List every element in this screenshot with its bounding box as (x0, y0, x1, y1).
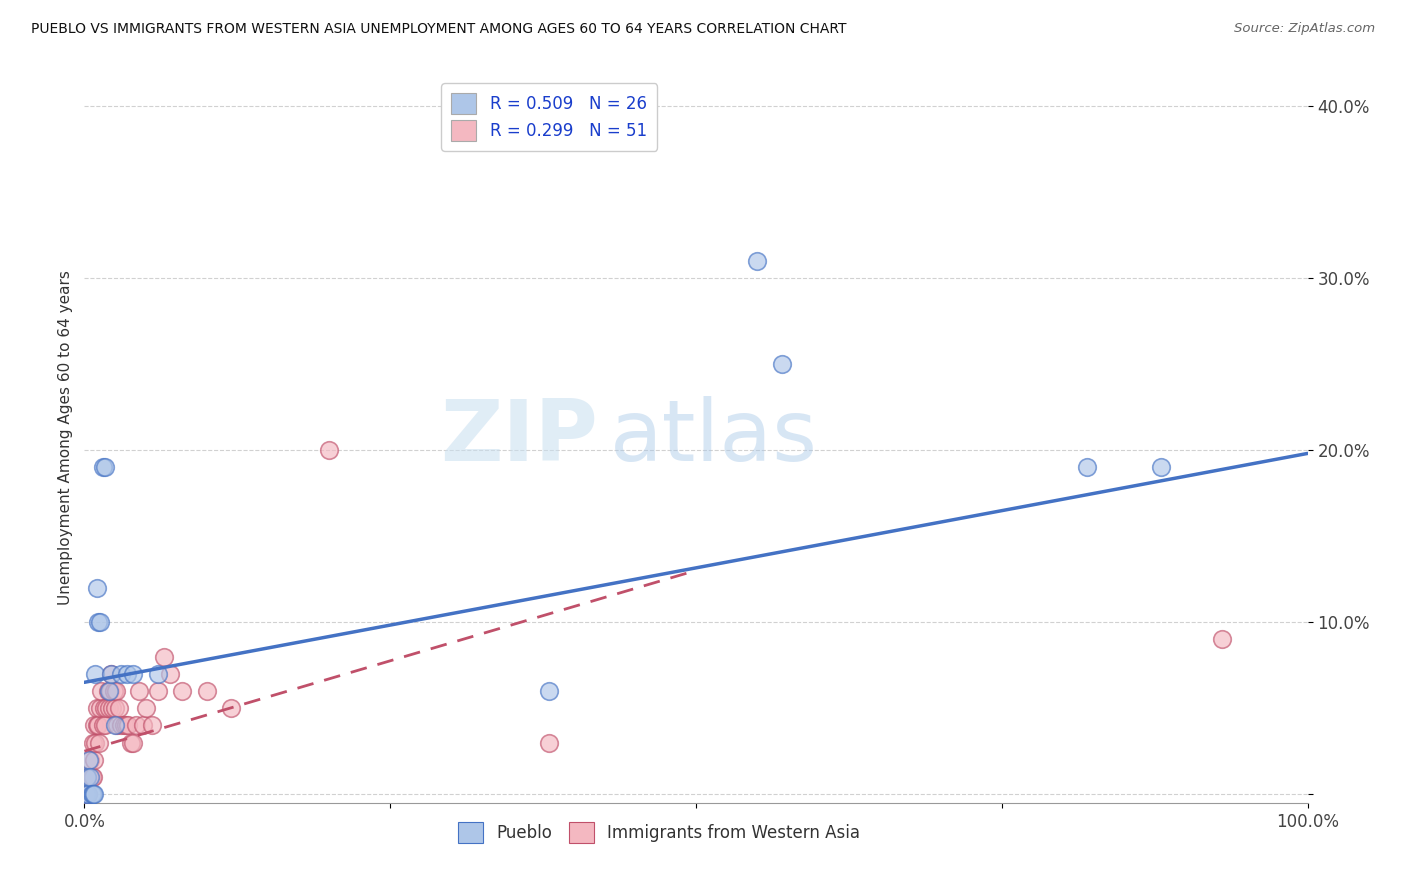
Point (75, 787, 97, 801)
Point (87, 615, 110, 629)
Point (103, 684, 125, 698)
Point (101, 701, 124, 715)
Point (120, 735, 142, 749)
Point (97, 684, 120, 698)
Point (105, 684, 128, 698)
Point (747, 253, 769, 268)
Point (128, 684, 150, 698)
Point (90, 684, 112, 698)
Point (91, 718, 114, 732)
Point (110, 666, 132, 681)
Point (141, 718, 163, 732)
Legend: Pueblo, Immigrants from Western Asia: Pueblo, Immigrants from Western Asia (451, 815, 868, 849)
Point (159, 666, 181, 681)
Point (96, 701, 118, 715)
Point (132, 718, 155, 732)
Point (94, 460, 117, 475)
Point (83, 787, 105, 801)
Point (86, 718, 108, 732)
Point (110, 718, 132, 732)
Point (172, 684, 194, 698)
Point (82, 787, 104, 801)
Point (83, 753, 105, 767)
Point (1150, 460, 1173, 475)
Point (97, 701, 120, 715)
Point (89, 615, 111, 629)
Point (76, 770, 98, 784)
Point (1076, 460, 1098, 475)
Point (1211, 632, 1233, 647)
Point (112, 718, 135, 732)
Y-axis label: Unemployment Among Ages 60 to 64 years: Unemployment Among Ages 60 to 64 years (58, 269, 73, 605)
Point (79, 770, 101, 784)
Point (538, 684, 561, 698)
Point (82, 735, 104, 749)
Text: atlas: atlas (610, 395, 818, 479)
Point (100, 666, 122, 681)
Point (77, 787, 100, 801)
Point (107, 701, 129, 715)
Point (195, 684, 218, 698)
Point (135, 701, 157, 715)
Point (538, 735, 561, 749)
Point (219, 701, 242, 715)
Point (79, 753, 101, 767)
Point (91, 460, 114, 475)
Point (82, 770, 104, 784)
Point (318, 442, 340, 457)
Point (86, 701, 108, 715)
Point (125, 718, 148, 732)
Point (80, 770, 103, 784)
Point (104, 718, 127, 732)
Point (104, 701, 127, 715)
Point (84, 735, 107, 749)
Point (80, 787, 103, 801)
Point (770, 357, 793, 371)
Point (122, 735, 145, 749)
Text: PUEBLO VS IMMIGRANTS FROM WESTERN ASIA UNEMPLOYMENT AMONG AGES 60 TO 64 YEARS CO: PUEBLO VS IMMIGRANTS FROM WESTERN ASIA U… (31, 22, 846, 37)
Point (115, 666, 138, 681)
Point (83, 718, 105, 732)
Point (146, 684, 169, 698)
Point (76, 770, 98, 784)
Text: Source: ZipAtlas.com: Source: ZipAtlas.com (1234, 22, 1375, 36)
Point (77, 753, 100, 767)
Point (94, 718, 117, 732)
Point (97, 684, 120, 698)
Text: ZIP: ZIP (440, 395, 598, 479)
Point (75, 787, 97, 801)
Point (87, 718, 110, 732)
Point (122, 666, 145, 681)
Point (77, 770, 100, 784)
Point (89, 701, 111, 715)
Point (117, 718, 139, 732)
Point (77, 787, 100, 801)
Point (93, 701, 115, 715)
Point (87, 735, 110, 749)
Point (105, 718, 128, 732)
Point (115, 718, 138, 732)
Point (86, 581, 108, 595)
Point (100, 666, 122, 681)
Point (98, 684, 121, 698)
Point (84, 666, 107, 681)
Point (146, 666, 169, 681)
Point (153, 649, 176, 664)
